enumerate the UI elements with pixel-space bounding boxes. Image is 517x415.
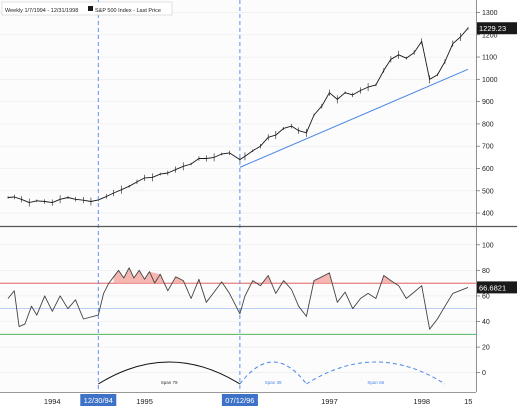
year-label: 15 — [464, 397, 472, 406]
price-tick-label: 600 — [482, 166, 494, 173]
overbought-fill — [313, 272, 333, 284]
date-badge-label: 07/12/96 — [225, 396, 254, 405]
cycle-label: Span 79 — [161, 380, 178, 385]
price-tick-label: 500 — [482, 188, 494, 195]
price-tick-label: 900 — [482, 99, 494, 106]
overbought-fill — [113, 267, 165, 284]
overbought-fill — [262, 275, 272, 284]
legend-swatch — [88, 6, 93, 11]
price-tick-label: 1200 — [482, 32, 498, 39]
cycle-label: Span 38 — [265, 380, 282, 385]
price-tick-label: 1000 — [482, 77, 498, 84]
cycle-arc — [306, 361, 446, 385]
indicator-line — [7, 267, 469, 330]
year-label: 1995 — [136, 397, 153, 406]
cycle-label: Span 66 — [367, 380, 384, 385]
indicator-tick-label: 80 — [482, 268, 490, 275]
range-label: Weekly 1/7/1994 - 12/31/1998 — [5, 8, 78, 14]
year-label: 1994 — [44, 397, 61, 406]
indicator-tick-label: 20 — [482, 345, 490, 352]
date-badge-bg — [221, 394, 258, 406]
date-badge-label: 12/30/94 — [84, 396, 113, 405]
trendline — [239, 68, 469, 168]
indicator-tick-label: 40 — [482, 319, 490, 326]
price-tick-label: 400 — [482, 211, 494, 218]
price-panel-bg — [0, 0, 476, 226]
last-price-value: 1229.23 — [479, 24, 506, 33]
last-price-badge — [477, 22, 517, 35]
indicator-tick-label: 60 — [482, 293, 490, 300]
cycle-arc — [98, 361, 241, 385]
indicator-tick-label: 100 — [482, 242, 494, 249]
last-indicator-badge — [477, 281, 517, 294]
cycle-arc — [239, 361, 307, 385]
price-tick-label: 700 — [482, 144, 494, 151]
series-label: S&P 500 Index - Last Price — [95, 8, 161, 14]
date-badge-bg — [80, 394, 117, 406]
price-tick-label: 1300 — [482, 10, 498, 17]
indicator-tick-label: 0 — [482, 370, 486, 377]
header-legend: Weekly 1/7/1994 - 12/31/1998 S&P 500 Ind… — [1, 1, 173, 16]
year-label: 1997 — [321, 397, 338, 406]
last-indicator-value: 66.6821 — [479, 283, 506, 292]
price-tick-label: 1100 — [482, 55, 497, 62]
year-label: 1998 — [413, 397, 430, 406]
price-tick-label: 800 — [482, 121, 494, 128]
